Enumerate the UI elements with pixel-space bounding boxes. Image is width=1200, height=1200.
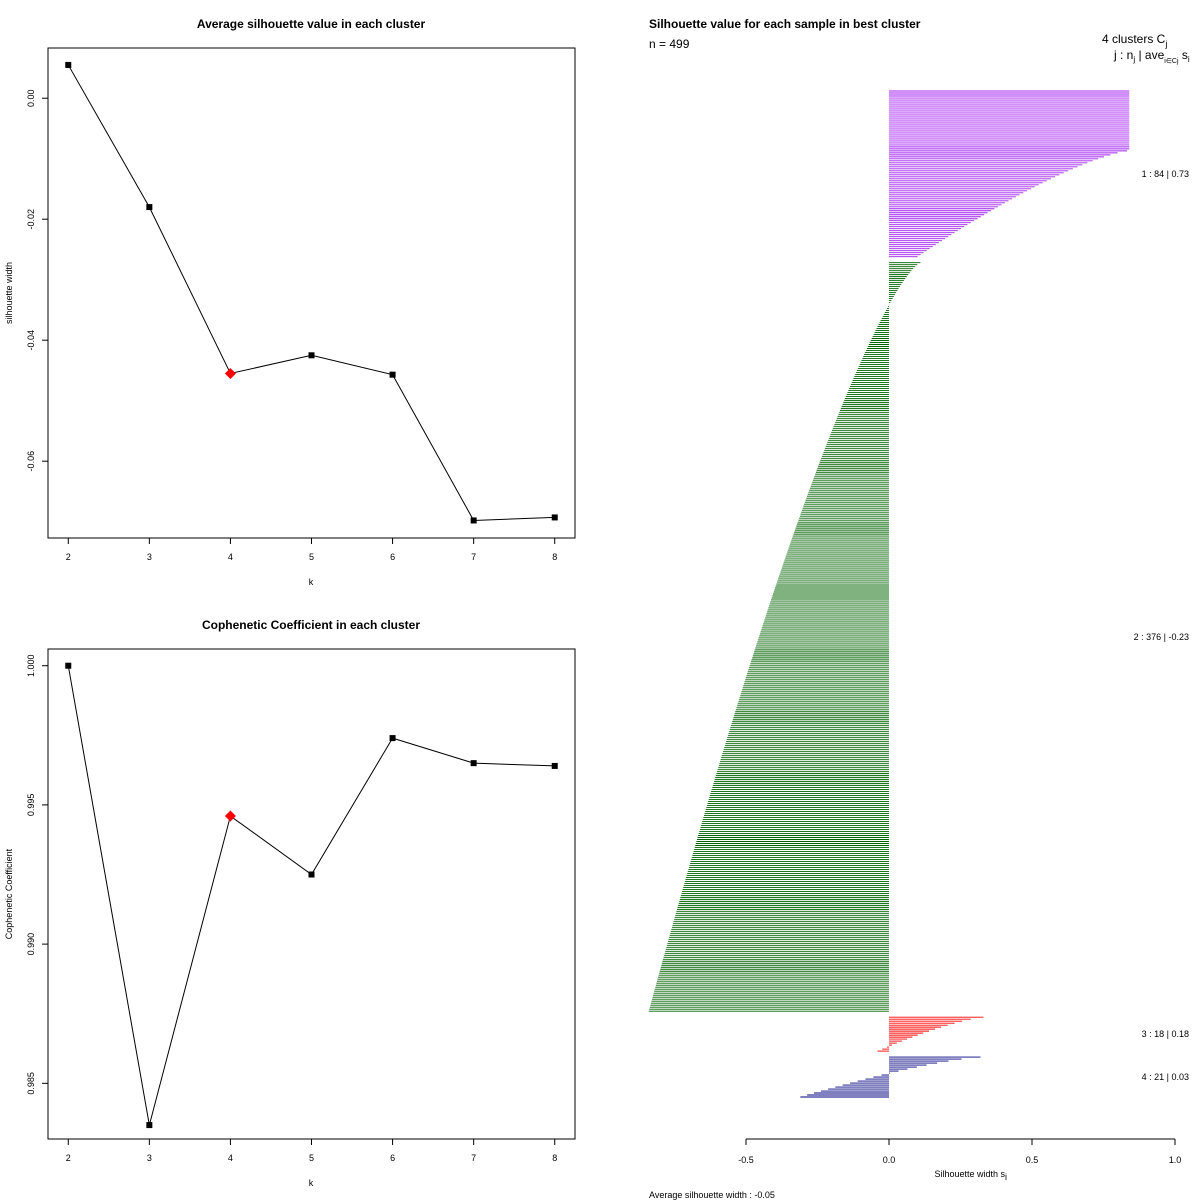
best-k-point: [224, 810, 236, 822]
x-tick-label: 6: [390, 1153, 395, 1163]
x-tick-label: 6: [390, 552, 395, 562]
silhouette-x-axis: -0.5 0.0 0.5 1.0: [738, 1138, 1182, 1165]
x-tick-label: 1.0: [1169, 1155, 1182, 1165]
data-point: [65, 61, 72, 68]
x-tick-label: 4: [228, 1153, 233, 1163]
x-tick-label: 3: [147, 552, 152, 562]
data-point: [551, 514, 558, 521]
x-tick-label: 5: [309, 1153, 314, 1163]
data-point: [308, 871, 315, 878]
y-tick-label: -0.04: [26, 330, 36, 351]
average-silhouette-footer: Average silhouette width : -0.05: [649, 1190, 775, 1200]
data-point: [308, 352, 315, 359]
data-point: [146, 1122, 153, 1129]
silhouette-samples-title: Silhouette value for each sample in best…: [649, 17, 921, 31]
silhouette-bars: 1 : 84 | 0.73 2 : 376 | -0.23 3 : 18 | 0.1…: [648, 90, 1189, 1098]
y-tick-label: 1.000: [26, 654, 36, 677]
y-tick-label: 0.995: [26, 794, 36, 817]
cluster-label-1: 1 : 84 | 0.73: [1142, 169, 1189, 179]
cophenetic-marks: 2 3 4 5 6 7 8 1.000 0.995 0.990 0.985: [26, 654, 558, 1163]
best-k-point: [224, 367, 236, 379]
avg-silhouette-ylabel: silhouette width: [4, 262, 14, 324]
x-tick-label: 2: [66, 552, 71, 562]
series-line: [67, 64, 555, 521]
data-point: [470, 517, 477, 524]
x-tick-label: 4: [228, 552, 233, 562]
y-tick-label: 0.990: [26, 933, 36, 956]
x-tick-label: 8: [552, 1153, 557, 1163]
silhouette-xlabel: Silhouette width s: [934, 1169, 1005, 1179]
x-tick-label: 8: [552, 552, 557, 562]
y-tick-label: -0.02: [26, 209, 36, 230]
data-point: [146, 204, 153, 211]
panel-silhouette-samples: Silhouette value for each sample in best…: [648, 17, 1190, 1200]
data-point: [389, 735, 396, 742]
silhouette-xlabel-subscript: i: [1005, 1172, 1007, 1182]
panel-cophenetic: Cophenetic Coefficient in each cluster k…: [4, 618, 576, 1188]
data-point: [65, 662, 72, 669]
y-tick-label: 0.00: [26, 89, 36, 107]
x-tick-label: 7: [471, 552, 476, 562]
cluster-label-3: 3 : 18 | 0.18: [1142, 1029, 1189, 1039]
x-tick-label: 0.5: [1026, 1155, 1039, 1165]
x-tick-label: 7: [471, 1153, 476, 1163]
x-tick-label: 5: [309, 552, 314, 562]
panel-avg-silhouette: Average silhouette value in each cluster…: [4, 17, 576, 587]
series-line: [67, 665, 555, 1126]
cophenetic-ylabel: Cophenetic Coefficient: [4, 848, 14, 939]
x-tick-label: 2: [66, 1153, 71, 1163]
data-point: [551, 762, 558, 769]
cluster-label-4: 4 : 21 | 0.03: [1142, 1072, 1189, 1082]
cophenetic-xlabel: k: [309, 1178, 314, 1188]
sample-count-label: n = 499: [649, 37, 690, 51]
cophenetic-title: Cophenetic Coefficient in each cluster: [202, 618, 420, 632]
cluster-label-2: 2 : 376 | -0.23: [1134, 632, 1189, 642]
avg-silhouette-title: Average silhouette value in each cluster: [197, 17, 426, 31]
cophenetic-plot-frame: [47, 648, 576, 1140]
avg-silhouette-xlabel: k: [309, 577, 314, 587]
data-point: [389, 371, 396, 378]
x-tick-label: 0.0: [883, 1155, 896, 1165]
x-tick-label: -0.5: [738, 1155, 754, 1165]
avg-silhouette-plot-frame: [47, 47, 576, 539]
data-point: [470, 760, 477, 767]
y-tick-label: -0.06: [26, 451, 36, 472]
x-tick-label: 3: [147, 1153, 152, 1163]
legend-header-line2: j : nj | avei∈Cj si: [1113, 48, 1190, 65]
y-tick-label: 0.985: [26, 1072, 36, 1095]
avg-silhouette-marks: 2 3 4 5 6 7 8 0.00 -0.02 -0.04 -0.06: [26, 61, 558, 562]
legend-header-line1: 4 clusters Cj: [1102, 32, 1167, 49]
